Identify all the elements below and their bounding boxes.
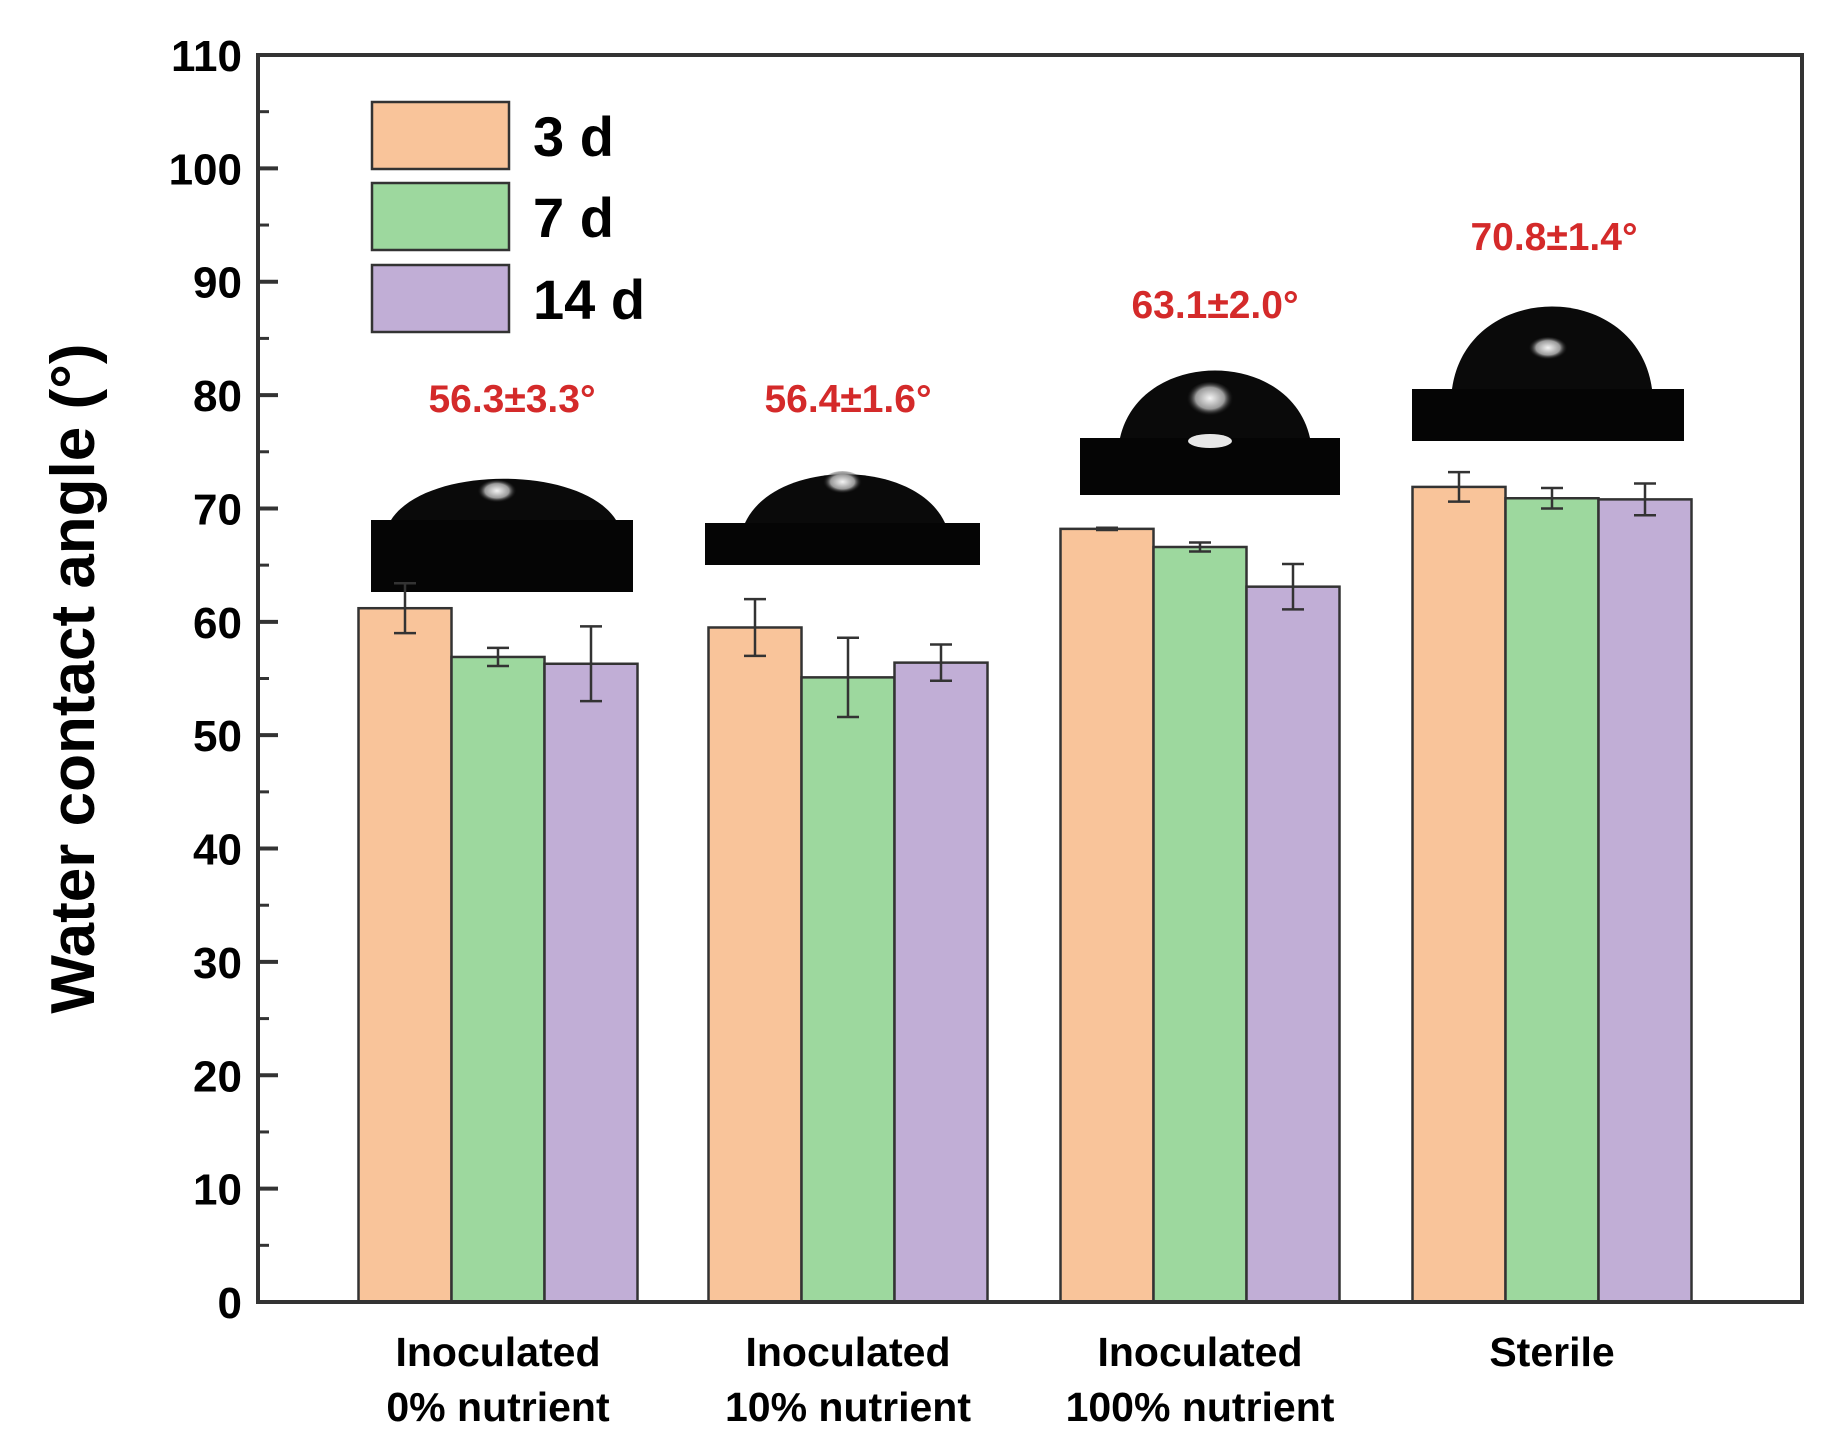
droplet-highlight	[822, 471, 863, 495]
contact-angle-annotation: 70.8±1.4°	[1470, 216, 1637, 259]
bar-3d-group-2	[707, 626, 803, 1304]
droplet-photo-2	[705, 400, 980, 565]
contact-angle-annotation: 56.4±1.6°	[764, 378, 931, 421]
droplet-highlight	[1186, 382, 1234, 418]
droplet-photo-4	[1412, 265, 1684, 443]
y-tick-label: 110	[171, 32, 242, 81]
bars-layer	[357, 485, 1693, 1304]
x-category-label: 100% nutrient	[1066, 1384, 1335, 1430]
bar-7d-group-4	[1504, 497, 1600, 1304]
substrate	[1412, 389, 1684, 441]
water-droplet	[745, 474, 945, 523]
legend-swatch-14d	[370, 263, 511, 334]
substrate	[371, 520, 633, 592]
droplet-photos	[371, 265, 1684, 592]
contact-angle-annotation: 63.1±2.0°	[1131, 284, 1298, 327]
legend-label: 14 d	[533, 268, 645, 331]
y-tick-label: 50	[193, 712, 242, 761]
y-tick-label: 10	[193, 1166, 242, 1215]
bar-14d-group-4	[1597, 498, 1693, 1304]
x-category-label: Inoculated	[395, 1329, 600, 1375]
error-bars-layer	[394, 470, 1656, 719]
y-tick-label: 40	[193, 826, 242, 875]
substrate	[705, 523, 980, 565]
droplet-highlight	[1528, 337, 1568, 361]
bar-3d-group-3	[1059, 527, 1155, 1304]
contact-angle-annotation: 56.3±3.3°	[428, 378, 595, 421]
legend-label: 7 d	[533, 186, 614, 249]
droplet-photo-3	[1080, 330, 1340, 495]
droplet-photo-1	[371, 420, 633, 592]
y-tick-label: 80	[193, 372, 242, 421]
y-tick-label: 30	[193, 939, 242, 988]
bar-14d-group-1	[543, 662, 639, 1304]
bar-7d-group-1	[450, 655, 546, 1304]
legend-swatch-7d	[370, 181, 511, 252]
x-category-label: Sterile	[1489, 1329, 1614, 1375]
y-tick-label: 0	[218, 1279, 242, 1328]
x-category-label: Inoculated	[745, 1329, 950, 1375]
y-tick-label: 70	[193, 485, 242, 534]
bar-3d-group-4	[1411, 485, 1507, 1304]
legend-swatch-3d	[370, 100, 511, 171]
y-axis: 0 10 20 30 40 50 60 70 80 90 100 110	[169, 32, 278, 1328]
legend: 3 d 7 d 14 d	[370, 100, 645, 334]
y-tick-label: 100	[169, 145, 242, 194]
x-category-label: 10% nutrient	[725, 1384, 971, 1430]
y-tick-label: 20	[193, 1052, 242, 1101]
y-tick-label: 90	[193, 259, 242, 308]
bar-3d-group-1	[357, 606, 453, 1304]
x-category-label: Inoculated	[1097, 1329, 1302, 1375]
bar-7d-group-2	[800, 676, 896, 1304]
annotations: 56.3±3.3° 56.4±1.6° 63.1±2.0° 70.8±1.4°	[428, 216, 1637, 421]
bar-7d-group-3	[1152, 545, 1248, 1304]
droplet-reflection	[1188, 434, 1232, 448]
droplet-highlight	[477, 480, 517, 504]
y-tick-label: 60	[193, 599, 242, 648]
x-axis: Inoculated 0% nutrient Inoculated 10% nutri…	[386, 1329, 1614, 1430]
bar-14d-group-2	[893, 661, 989, 1304]
legend-label: 3 d	[533, 105, 614, 168]
bar-14d-group-3	[1245, 585, 1341, 1304]
x-category-label: 0% nutrient	[386, 1384, 610, 1430]
y-axis-title: Water contact angle (°)	[39, 343, 108, 1013]
